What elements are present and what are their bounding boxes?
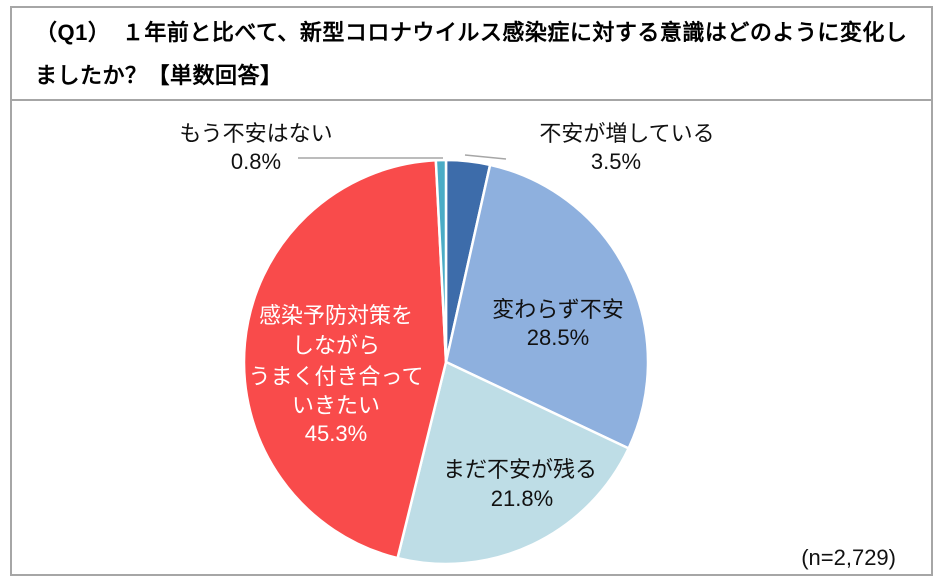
pie-slices-group (242, 158, 650, 566)
question-title-line1: （Q1） １年前と比べて、新型コロナウイルス感染症に対する意識はどのように変化し (35, 20, 908, 45)
report-panel: （Q1） １年前と比べて、新型コロナウイルス感染症に対する意識はどのように変化し… (10, 6, 933, 576)
sample-size-label: (n=2,729) (801, 545, 896, 570)
pie-chart-area: もう不安はない 0.8% 不安が増している 3.5% 変わらず不安 28.5% … (12, 101, 931, 574)
slice-pct-unchanged: 28.5% (527, 325, 589, 350)
outside-labels-group: もう不安はない 0.8% 不安が増している 3.5% (179, 121, 714, 174)
slice-label-no-anxiety: もう不安はない (179, 121, 332, 146)
slice-label-cope-line3: うまく付き合って (249, 364, 424, 389)
slice-pct-cope: 45.3% (305, 421, 367, 446)
question-title-line2: ましたか？【単数回答】 (35, 63, 283, 88)
slice-pct-no-anxiety: 0.8% (231, 149, 281, 174)
slice-label-remains: まだ不安が残る (443, 457, 597, 482)
slice-pct-increased: 3.5% (591, 149, 641, 174)
slice-label-cope-line4: いきたい (292, 393, 380, 418)
slice-label-cope-line1: 感染予防対策を (259, 303, 413, 328)
inside-labels-group: 変わらず不安 28.5% まだ不安が残る 21.8% 感染予防対策を しながら … (249, 297, 624, 511)
pie-slice-3 (396, 360, 630, 566)
slice-pct-remains: 21.8% (491, 486, 553, 511)
pie-slice-2 (444, 163, 650, 450)
slice-label-cope-line2: しながら (292, 333, 380, 358)
slice-label-unchanged: 変わらず不安 (492, 297, 624, 322)
pie-chart-svg: もう不安はない 0.8% 不安が増している 3.5% 変わらず不安 28.5% … (179, 121, 896, 570)
question-title-box: （Q1） １年前と比べて、新型コロナウイルス感染症に対する意識はどのように変化し… (12, 8, 931, 101)
slice-label-increased: 不安が増している (539, 121, 714, 146)
pie-slice-5 (434, 158, 448, 364)
leader-lines-group (298, 154, 507, 160)
leader-line-increased (464, 154, 507, 160)
pie-slice-4 (242, 159, 448, 560)
